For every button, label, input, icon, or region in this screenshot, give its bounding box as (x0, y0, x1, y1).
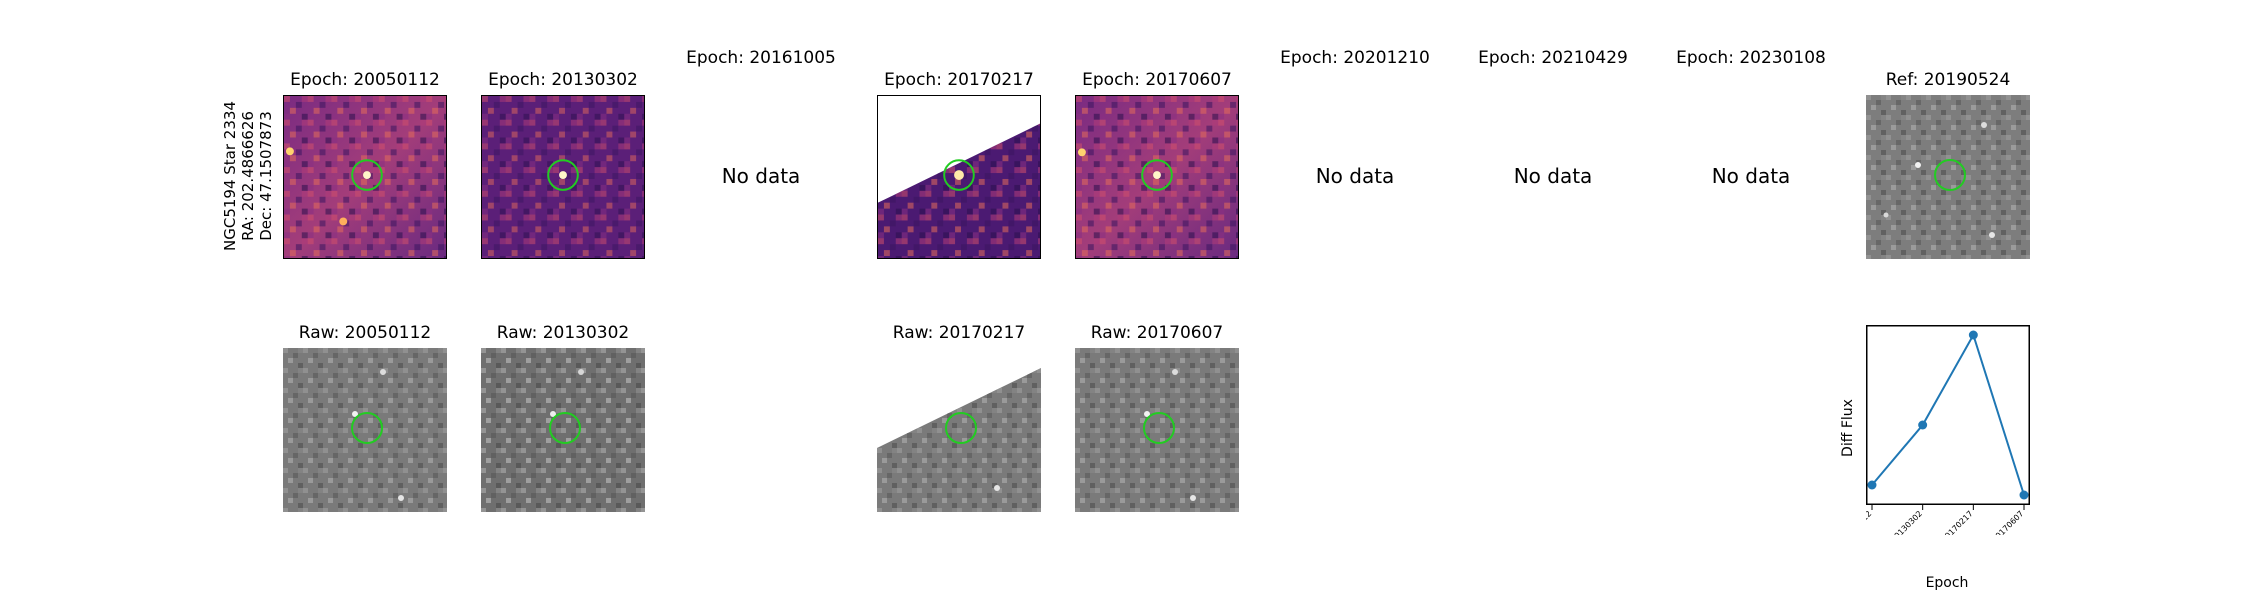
diff-image-epoch-5 (1075, 95, 1239, 259)
target-ra: RA: 202.4866626 (239, 111, 257, 241)
epoch-title-8: Epoch: 20230108 (1676, 48, 1826, 68)
bright-source (285, 147, 294, 156)
target-circle (549, 412, 581, 444)
star-source (363, 171, 371, 179)
raw-title-3: Raw: 20170217 (892, 323, 1026, 343)
raw-title-4: Raw: 20170607 (1090, 323, 1224, 343)
epoch-title-5: Epoch: 20170607 (1082, 70, 1232, 90)
light-curve-chart: 20050112 20130302 20170217 20170607 (1866, 325, 2030, 535)
raw-image-render (283, 348, 447, 512)
data-point (1867, 480, 1877, 490)
epoch-title-3: Epoch: 20161005 (686, 48, 836, 68)
raw-title-2: Raw: 20130302 (496, 323, 630, 343)
diff-image-epoch-4 (877, 95, 1041, 259)
raw-title-1: Raw: 20050112 (298, 323, 432, 343)
target-circle (547, 159, 579, 191)
no-data-label: No data (1513, 164, 1593, 188)
no-data-label: No data (1711, 164, 1791, 188)
epoch-title-7: Epoch: 20210429 (1478, 48, 1628, 68)
reference-title: Ref: 20190524 (1885, 70, 2011, 90)
reference-image (1866, 95, 2030, 259)
x-tick-label: 20050112 (1866, 509, 1873, 535)
target-circle (943, 159, 975, 191)
target-circle (1141, 159, 1173, 191)
target-circle (1934, 159, 1966, 191)
raw-image-epoch-1 (283, 348, 447, 512)
data-point (2019, 490, 2029, 500)
plot-frame (1866, 325, 2030, 505)
target-circle (945, 412, 977, 444)
bright-source (1077, 148, 1086, 157)
target-dec: Dec: 47.1507873 (257, 111, 275, 241)
epoch-title-4: Epoch: 20170217 (884, 70, 1034, 90)
diff-image-render (284, 96, 446, 258)
raw-image-epoch-4 (1075, 348, 1239, 512)
no-data-label: No data (1315, 164, 1395, 188)
diff-image-render (482, 96, 644, 258)
target-circle (351, 412, 383, 444)
epoch-title-2: Epoch: 20130302 (488, 70, 638, 90)
raw-image-render (1075, 348, 1239, 512)
star-source (1153, 171, 1161, 179)
diff-image-render (878, 96, 1040, 258)
bright-source (339, 217, 348, 226)
star-source (954, 170, 964, 180)
x-tick-label: 20170217 (1940, 509, 1975, 535)
epoch-title-1: Epoch: 20050112 (290, 70, 440, 90)
y-axis-label: Diff Flux (1840, 399, 1856, 457)
x-tick-label: 20170607 (1990, 509, 2025, 535)
target-label: NGC5194 Star 2334 RA: 202.4866626 Dec: 4… (221, 101, 275, 251)
no-data-label: No data (721, 164, 801, 188)
target-circle (1143, 412, 1175, 444)
reference-image-render (1866, 95, 2030, 259)
x-axis-label: Epoch (1925, 575, 1969, 591)
diff-image-render (1076, 96, 1238, 258)
target-name: NGC5194 Star 2334 (221, 101, 239, 251)
target-circle (351, 159, 383, 191)
epoch-title-6: Epoch: 20201210 (1280, 48, 1430, 68)
raw-image-render (481, 348, 645, 512)
x-tick-label: 20130302 (1889, 509, 1924, 535)
star-source (559, 171, 567, 179)
data-point (1918, 420, 1928, 430)
raw-image-epoch-2 (481, 348, 645, 512)
data-point (1968, 330, 1978, 340)
diff-image-epoch-2 (481, 95, 645, 259)
diff-image-epoch-1 (283, 95, 447, 259)
raw-image-render (877, 348, 1041, 512)
raw-image-epoch-3 (877, 348, 1041, 512)
series-line (1871, 332, 2025, 496)
